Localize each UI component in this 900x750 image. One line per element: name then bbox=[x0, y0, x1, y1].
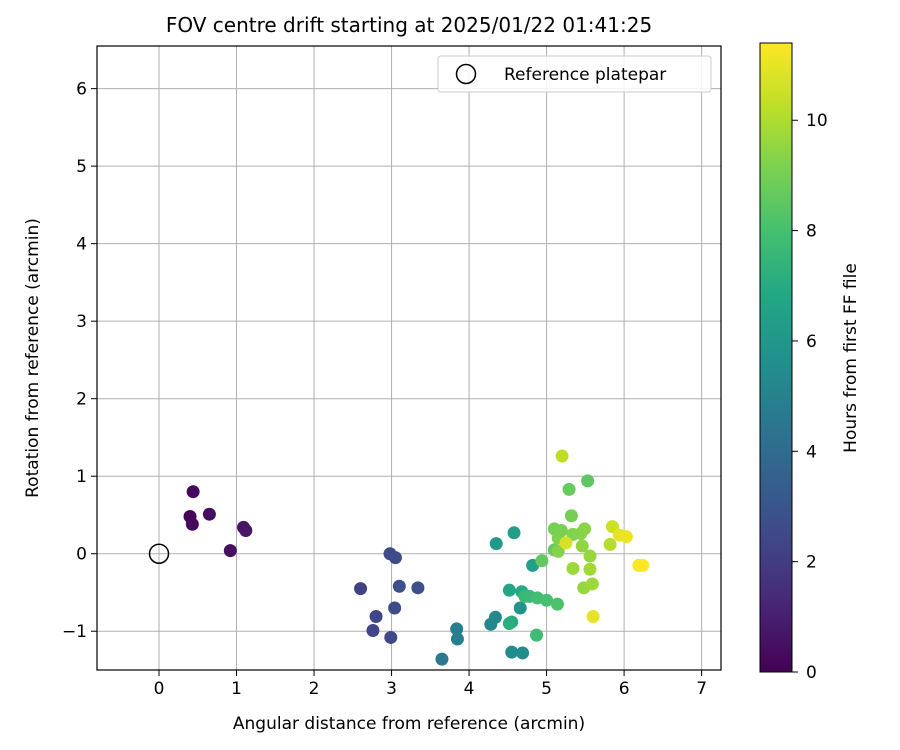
y-tick-label: 3 bbox=[76, 312, 87, 332]
axes-frame bbox=[96, 45, 722, 671]
y-tick-label: 4 bbox=[76, 235, 87, 255]
colorbar-tick-label: 4 bbox=[806, 442, 817, 462]
y-axis-ticks: −1 0 1 2 3 4 5 6 bbox=[62, 80, 97, 642]
grid-lines bbox=[97, 46, 721, 670]
y-tick-label: 2 bbox=[76, 390, 87, 410]
scatter-point bbox=[535, 554, 549, 568]
colorbar-tick-label: 2 bbox=[806, 553, 817, 573]
x-axis-label: Angular distance from reference (arcmin) bbox=[233, 714, 585, 734]
scatter-point bbox=[488, 610, 502, 624]
scatter-point bbox=[540, 593, 554, 607]
y-tick-label: 5 bbox=[76, 157, 87, 177]
scatter-point bbox=[566, 561, 580, 575]
y-tick-label: 0 bbox=[76, 545, 87, 565]
y-tick-label: −1 bbox=[62, 622, 87, 642]
x-axis-ticks: 0 1 2 3 4 5 6 7 bbox=[154, 670, 707, 699]
scatter-point bbox=[392, 579, 406, 593]
reference-marker-layer bbox=[148, 543, 170, 564]
scatter-point bbox=[411, 581, 425, 595]
colorbar-tick-label: 0 bbox=[806, 663, 817, 683]
scatter-point bbox=[450, 632, 464, 646]
scatter-point bbox=[502, 583, 516, 597]
scatter-point bbox=[388, 551, 402, 565]
scatter-point bbox=[555, 449, 569, 463]
scatter-point bbox=[530, 628, 544, 642]
colorbar-tick-label: 10 bbox=[806, 111, 828, 131]
scatter-point bbox=[369, 610, 383, 624]
x-tick-label: 4 bbox=[464, 679, 475, 699]
scatter-point bbox=[619, 530, 633, 544]
scatter-point bbox=[202, 507, 216, 521]
scatter-point bbox=[388, 601, 402, 615]
x-tick-label: 5 bbox=[541, 679, 552, 699]
legend-label-reference: Reference platepar bbox=[504, 65, 666, 85]
scatter-point bbox=[636, 558, 650, 572]
scatter-point bbox=[223, 544, 237, 558]
scatter-point bbox=[583, 562, 597, 576]
x-tick-label: 0 bbox=[154, 679, 165, 699]
scatter-points bbox=[183, 449, 650, 666]
x-tick-label: 7 bbox=[696, 679, 707, 699]
scatter-point bbox=[564, 509, 578, 523]
scatter-point bbox=[186, 485, 200, 499]
y-tick-label: 6 bbox=[76, 80, 87, 100]
scatter-point bbox=[185, 517, 199, 531]
scatter-point bbox=[450, 622, 464, 636]
scatter-point bbox=[575, 539, 589, 553]
scatter-point bbox=[502, 616, 516, 630]
colorbar-tick-label: 6 bbox=[806, 332, 817, 352]
scatter-point bbox=[583, 549, 597, 563]
y-axis-label: Rotation from reference (arcmin) bbox=[23, 218, 43, 498]
scatter-point bbox=[551, 544, 565, 558]
colorbar: 0 2 4 6 8 10 Hours from first FF file bbox=[759, 42, 861, 683]
x-tick-label: 3 bbox=[386, 679, 397, 699]
scatter-point bbox=[489, 537, 503, 551]
scatter-point bbox=[562, 482, 576, 496]
x-tick-label: 2 bbox=[309, 679, 320, 699]
scatter-point bbox=[366, 623, 380, 637]
legend: Reference platepar bbox=[437, 55, 712, 93]
scatter-point bbox=[550, 597, 564, 611]
scatter-point bbox=[435, 652, 449, 666]
scatter-point bbox=[505, 645, 519, 659]
scatter-point bbox=[516, 646, 530, 660]
scatter-point bbox=[507, 526, 521, 540]
scatter-point bbox=[354, 582, 368, 596]
scatter-point bbox=[585, 577, 599, 591]
reference-platepar-marker bbox=[148, 543, 170, 564]
scatter-point bbox=[554, 523, 568, 537]
scatter-point bbox=[384, 630, 398, 644]
legend-box bbox=[437, 55, 712, 93]
scatter-point bbox=[581, 474, 595, 488]
colorbar-gradient bbox=[759, 42, 793, 673]
chart-title: FOV centre drift starting at 2025/01/22 … bbox=[166, 13, 652, 37]
x-tick-label: 1 bbox=[231, 679, 242, 699]
colorbar-label: Hours from first FF file bbox=[841, 263, 861, 453]
legend-marker-reference bbox=[455, 63, 477, 85]
scatter-point bbox=[586, 610, 600, 624]
scatter-point bbox=[559, 536, 573, 550]
y-tick-label: 1 bbox=[76, 467, 87, 487]
x-tick-label: 6 bbox=[619, 679, 630, 699]
colorbar-ticks: 0 2 4 6 8 10 bbox=[792, 111, 828, 683]
colorbar-tick-label: 8 bbox=[806, 222, 817, 242]
scatter-point bbox=[513, 601, 527, 615]
scatter-point bbox=[578, 522, 592, 536]
scatter-point bbox=[239, 523, 253, 537]
scatter-point bbox=[603, 537, 617, 551]
